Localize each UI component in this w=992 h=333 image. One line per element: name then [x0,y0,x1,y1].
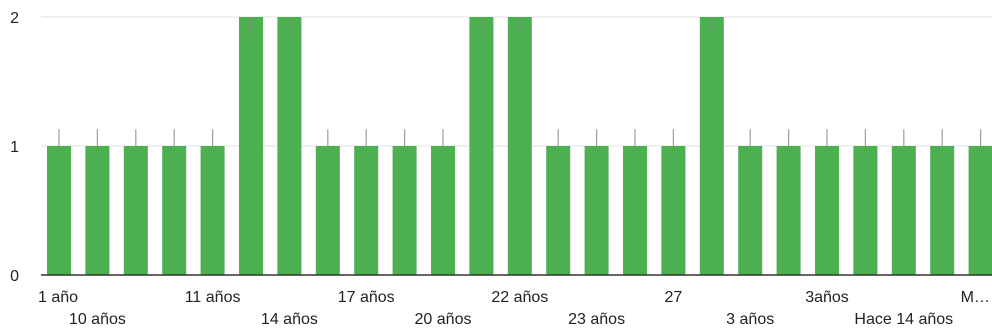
y-tick-label: 0 [10,268,19,285]
bar [239,17,263,275]
bar [123,146,148,275]
x-tick-label: 23 años [568,311,625,328]
bar [546,146,571,275]
bar [431,146,455,275]
x-tick-label: 11 años [185,289,241,306]
bar [85,146,110,275]
x-tick-label: 3años [805,289,849,306]
x-tick-label: 1 año [38,289,78,306]
error-bars [58,17,982,146]
x-axis-ticks: 1 año 10 años 11 años 14 años 17 años 20 años… [38,289,990,328]
x-tick-label: 10 años [69,311,126,328]
bar [162,146,187,275]
y-tick-label: 2 [10,10,19,27]
bar [354,146,379,275]
bar [853,146,878,275]
bar [469,17,494,275]
bar [930,146,955,275]
x-tick-label: M… [961,289,990,306]
x-tick-label: 14 años [261,311,318,328]
bar [47,146,71,275]
bar [815,146,839,275]
y-tick-label: 1 [10,139,19,156]
bar [891,146,916,275]
bar [776,146,801,275]
x-tick-label: 3 años [726,311,774,328]
x-tick-label: 20 años [415,311,472,328]
bar [277,17,302,275]
bar [315,146,340,275]
x-tick-label: Hace 14 años [854,311,953,328]
y-axis-ticks: 0 1 2 [10,10,19,285]
bar [584,146,609,275]
bar [623,146,647,275]
bar [738,146,763,275]
bar [507,17,532,275]
bar [661,146,686,275]
bar [968,146,992,275]
x-tick-label: 22 años [491,289,548,306]
bars [47,17,992,275]
bar [699,17,724,275]
x-tick-label: 27 [665,289,683,306]
x-tick-label: 17 años [338,289,395,306]
bar [200,146,225,275]
bar [392,146,417,275]
